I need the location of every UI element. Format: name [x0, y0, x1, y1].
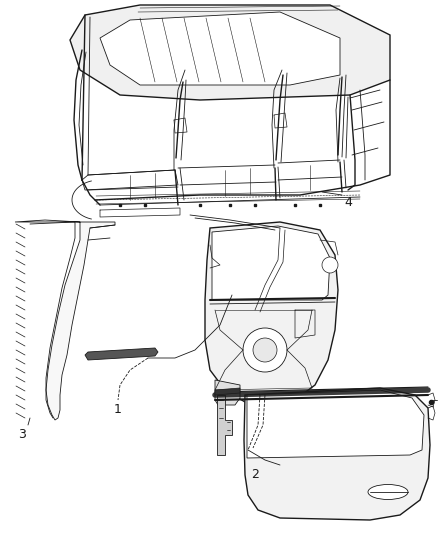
Polygon shape	[244, 388, 430, 520]
Polygon shape	[205, 222, 338, 405]
Polygon shape	[70, 5, 390, 100]
Text: 1: 1	[114, 403, 122, 416]
Polygon shape	[100, 12, 340, 85]
Polygon shape	[247, 390, 424, 458]
Polygon shape	[212, 226, 330, 300]
Polygon shape	[15, 220, 115, 420]
Polygon shape	[217, 395, 232, 455]
Polygon shape	[85, 348, 158, 360]
Text: 3: 3	[18, 428, 26, 441]
Ellipse shape	[368, 484, 408, 499]
Polygon shape	[215, 388, 240, 395]
Text: 4: 4	[344, 196, 352, 209]
Circle shape	[253, 338, 277, 362]
Polygon shape	[215, 380, 240, 405]
Text: 2: 2	[251, 468, 259, 481]
Circle shape	[243, 328, 287, 372]
Circle shape	[322, 257, 338, 273]
